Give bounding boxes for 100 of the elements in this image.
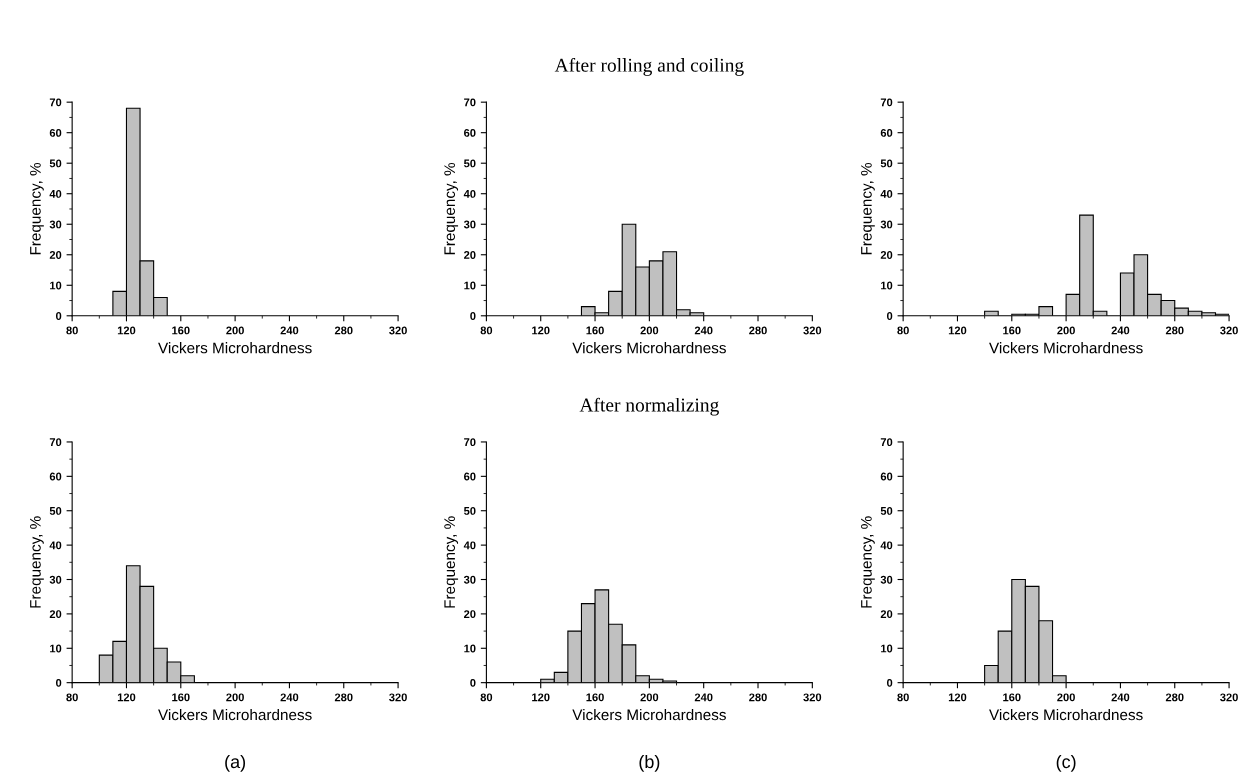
x-axis-title: Vickers Microhardness: [158, 709, 312, 721]
y-tick-label: 40: [463, 189, 476, 198]
y-tick-label: 40: [880, 189, 893, 198]
x-tick-label: 160: [1003, 693, 1021, 702]
x-tick-label: 320: [803, 693, 822, 702]
y-tick-label: 50: [880, 159, 893, 168]
y-tick-label: 60: [464, 472, 476, 481]
x-tick-label: 80: [480, 326, 493, 335]
y-tick-label: 70: [464, 98, 476, 107]
x-tick-label: 80: [480, 693, 493, 702]
x-tick-label: 120: [948, 326, 967, 335]
x-tick-label: 160: [172, 326, 190, 335]
x-tick-label: 200: [226, 326, 244, 335]
chart-title: After normalizing: [579, 397, 719, 416]
y-tick-label: 40: [880, 541, 893, 550]
y-tick-label: 70: [464, 438, 476, 447]
x-tick-label: 280: [1165, 326, 1184, 335]
x-tick-label: 240: [1111, 693, 1130, 702]
x-tick-label: 240: [694, 693, 713, 702]
text: (c): [1056, 754, 1076, 772]
y-tick-label: 50: [463, 159, 476, 168]
x-axis-title: Vickers Microhardness: [989, 709, 1143, 721]
x-tick-label: 240: [280, 693, 299, 702]
y-tick-label: 70: [880, 438, 893, 447]
x-tick-label: 200: [1057, 326, 1075, 335]
y-tick-label: 10: [50, 644, 62, 653]
x-tick-label: 120: [117, 326, 136, 335]
y-tick-label: 40: [463, 541, 476, 550]
y-tick-label: 70: [49, 438, 62, 447]
y-tick-label: 20: [49, 251, 62, 259]
x-tick-label: 80: [66, 326, 78, 335]
x-axis-title: Vickers Microhardness: [158, 342, 312, 354]
y-tick-label: 30: [463, 575, 476, 584]
x-tick-label: 280: [749, 693, 767, 702]
y-axis-title: Frequency, %: [30, 516, 44, 608]
x-tick-label: 200: [1057, 693, 1075, 702]
x-tick-label: 200: [640, 693, 659, 702]
y-tick-label: 0: [470, 312, 476, 320]
x-tick-label: 280: [334, 693, 353, 702]
x-tick-label: 120: [532, 326, 550, 335]
y-tick-label: 70: [880, 98, 893, 107]
x-axis-title: Vickers Microhardness: [989, 342, 1143, 354]
y-tick-label: 40: [49, 189, 62, 198]
y-tick-label: 50: [880, 507, 893, 515]
x-tick-label: 320: [389, 326, 407, 335]
x-tick-label: 320: [1220, 326, 1238, 335]
y-tick-label: 40: [49, 541, 62, 550]
y-tick-label: 60: [880, 472, 893, 481]
x-tick-label: 160: [1003, 326, 1021, 335]
y-tick-label: 0: [56, 678, 62, 687]
y-tick-label: 50: [49, 159, 62, 168]
x-tick-label: 120: [948, 693, 967, 702]
y-tick-label: 0: [886, 678, 893, 687]
text: (a): [225, 754, 246, 772]
chart-title: After rolling and coiling: [554, 57, 744, 76]
y-tick-label: 30: [463, 220, 476, 229]
x-axis-title: Vickers Microhardness: [572, 709, 726, 721]
y-tick-label: 10: [464, 644, 476, 653]
y-axis-title: Frequency, %: [861, 516, 875, 608]
y-tick-label: 20: [880, 251, 893, 259]
y-tick-label: 30: [49, 575, 62, 584]
x-tick-label: 80: [897, 693, 909, 702]
y-tick-label: 0: [470, 678, 476, 687]
x-axis-title: Vickers Microhardness: [572, 342, 726, 354]
x-tick-label: 80: [897, 326, 909, 335]
y-tick-label: 20: [880, 610, 893, 619]
x-tick-label: 280: [749, 326, 767, 335]
y-axis-title: Frequency, %: [444, 516, 459, 608]
x-tick-label: 120: [532, 693, 550, 702]
y-tick-label: 70: [49, 98, 62, 107]
y-tick-label: 20: [464, 610, 476, 619]
y-tick-label: 60: [49, 472, 62, 481]
x-tick-label: 280: [1165, 693, 1184, 702]
y-tick-label: 60: [49, 128, 62, 137]
y-tick-label: 10: [881, 644, 893, 653]
y-axis-title: Frequency, %: [30, 162, 44, 255]
y-tick-label: 30: [49, 220, 62, 229]
y-tick-label: 60: [464, 128, 476, 137]
y-tick-label: 30: [880, 575, 893, 584]
x-tick-label: 160: [586, 693, 604, 702]
x-tick-label: 320: [389, 693, 407, 702]
x-tick-label: 320: [1220, 693, 1238, 702]
x-tick-label: 240: [280, 326, 299, 335]
x-tick-label: 120: [117, 693, 136, 702]
y-tick-label: 20: [49, 610, 62, 619]
y-tick-label: 50: [463, 507, 476, 515]
y-axis-title: Frequency, %: [861, 162, 875, 255]
x-tick-label: 200: [640, 326, 659, 335]
y-tick-label: 30: [880, 220, 893, 229]
y-axis-title: Frequency, %: [444, 162, 459, 255]
x-tick-label: 280: [334, 326, 353, 335]
y-tick-label: 0: [886, 312, 893, 320]
x-tick-label: 320: [803, 326, 822, 335]
x-tick-label: 200: [226, 693, 244, 702]
x-tick-label: 160: [172, 693, 190, 702]
y-tick-label: 10: [881, 281, 893, 290]
x-tick-label: 160: [586, 326, 604, 335]
y-tick-label: 10: [50, 281, 62, 290]
y-tick-label: 0: [56, 312, 62, 320]
x-tick-label: 80: [66, 693, 78, 702]
